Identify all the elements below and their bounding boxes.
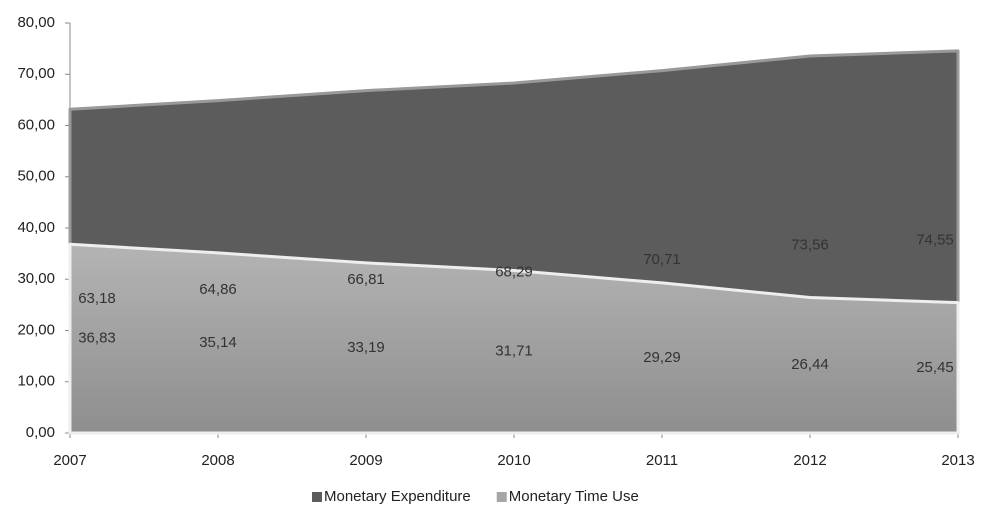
y-tick-label: 80,00	[17, 14, 55, 31]
value-label: 70,71	[643, 251, 681, 268]
value-label: 31,71	[495, 343, 533, 360]
value-label: 29,29	[643, 349, 681, 366]
value-label: 64,86	[199, 281, 237, 298]
y-tick-label: 70,00	[17, 65, 55, 82]
value-label: 36,83	[78, 330, 116, 347]
value-label: 66,81	[347, 271, 385, 288]
value-label: 35,14	[199, 334, 237, 351]
x-tick-label: 2012	[793, 452, 826, 469]
y-tick-label: 10,00	[17, 373, 55, 390]
x-tick-label: 2009	[349, 452, 382, 469]
value-label: 74,55	[916, 232, 954, 249]
y-tick-label: 30,00	[17, 270, 55, 287]
y-tick-label: 60,00	[17, 116, 55, 133]
value-label: 26,44	[791, 356, 829, 373]
value-label: 63,18	[78, 290, 116, 307]
y-tick-label: 40,00	[17, 219, 55, 236]
x-tick-label: 2011	[646, 452, 678, 469]
value-label: 25,45	[916, 359, 954, 376]
legend-swatch	[496, 492, 507, 502]
value-label: 68,29	[495, 264, 533, 281]
area	[68, 242, 960, 435]
x-tick-label: 2008	[201, 452, 234, 469]
y-tick-label: 0,00	[26, 424, 55, 441]
x-tick-label: 2007	[53, 452, 86, 469]
value-label: 33,19	[347, 339, 385, 356]
y-tick-label: 20,00	[17, 321, 55, 338]
value-label: 73,56	[791, 237, 829, 254]
y-tick-label: 50,00	[17, 168, 55, 185]
x-tick-label: 2013	[941, 452, 974, 469]
legend-label: Monetary Expenditure	[324, 488, 471, 505]
x-tick-label: 2010	[497, 452, 530, 469]
legend-label: Monetary Time Use	[509, 488, 639, 505]
legend-swatch	[312, 492, 322, 502]
